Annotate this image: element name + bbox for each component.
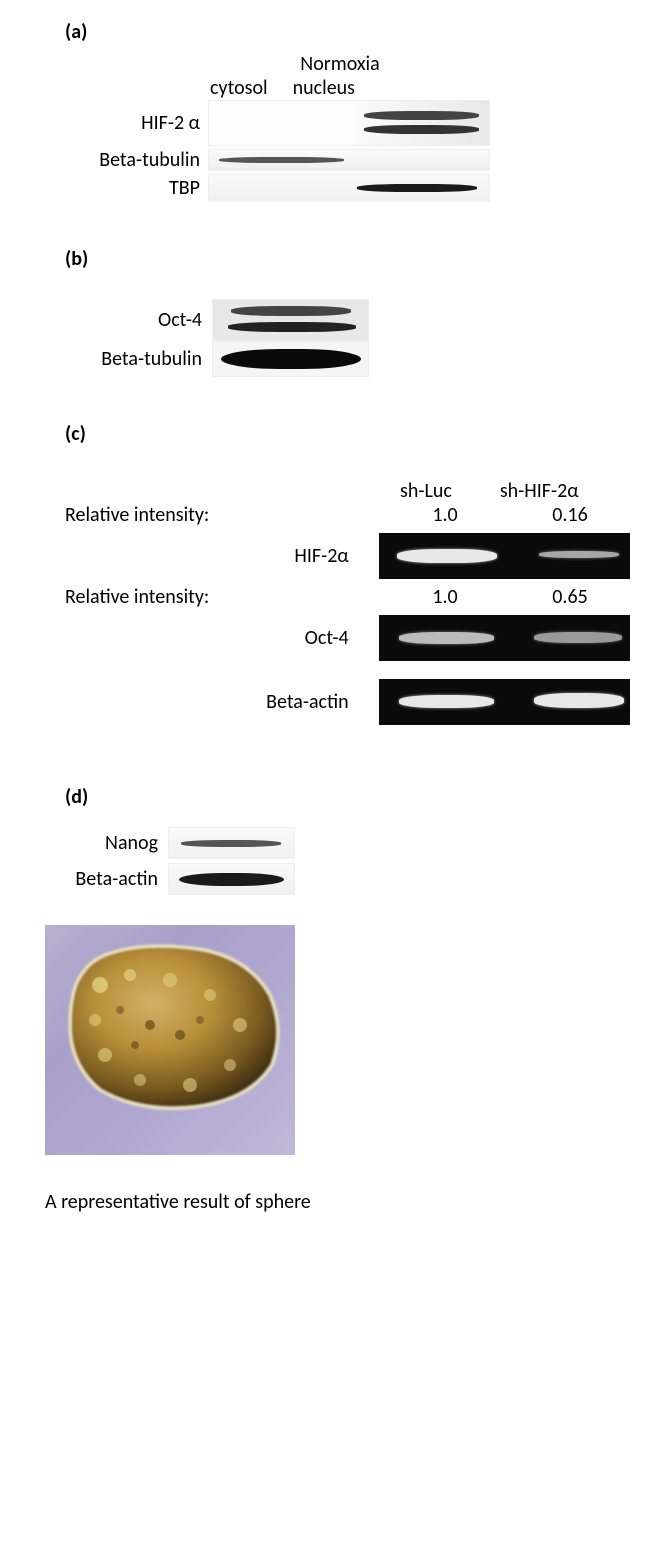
panel-b: (b) Oct-4 Beta-tubulin bbox=[20, 247, 630, 377]
label-tbp: TBP bbox=[20, 176, 208, 200]
blot-beta-tubulin-a bbox=[208, 149, 490, 171]
row-beta-tubulin-b: Beta-tubulin bbox=[20, 341, 630, 377]
gel-hif2a bbox=[379, 533, 630, 579]
row-oct4-b: Oct-4 bbox=[20, 299, 630, 341]
panel-a-lanes: cytosol nucleus bbox=[210, 76, 630, 100]
row-beta-actin-d: Beta-actin bbox=[20, 863, 630, 895]
band-ba-luc bbox=[399, 695, 494, 708]
blot-oct4-b bbox=[212, 299, 369, 341]
lane-cytosol: cytosol bbox=[210, 76, 268, 100]
panel-a-condition: Normoxia bbox=[200, 52, 480, 76]
row-oct4-gel: Oct-4 bbox=[20, 615, 630, 661]
blot-beta-tubulin-b bbox=[212, 341, 369, 377]
oct4-v2: 0.65 bbox=[510, 585, 630, 609]
sphere-caption: A representative result of sphere bbox=[45, 1190, 630, 1214]
blot-nanog bbox=[168, 827, 295, 859]
row-nanog: Nanog bbox=[20, 827, 630, 859]
band-bt-cytosol bbox=[219, 157, 344, 163]
row-hif2a-gel: HIF-2α bbox=[20, 533, 630, 579]
panel-d: (d) Nanog Beta-actin bbox=[20, 785, 630, 1214]
blot-beta-actin-d bbox=[168, 863, 295, 895]
row-beta-actin-gel: Beta-actin bbox=[20, 679, 630, 725]
panel-c: (c) sh-Luc sh-HIF-2α Relative intensity:… bbox=[20, 422, 630, 725]
sphere-micrograph bbox=[45, 925, 295, 1155]
col-sh-hif2a: sh-HIF-2α bbox=[500, 479, 579, 503]
label-hif2a-c: HIF-2α bbox=[20, 544, 379, 568]
panel-a: (a) Normoxia cytosol nucleus HIF-2 α Bet… bbox=[20, 20, 630, 202]
band-ba-d bbox=[179, 873, 284, 886]
band-oct4-lower bbox=[228, 322, 356, 332]
band-tbp-nuc bbox=[357, 184, 477, 192]
label-beta-actin-c: Beta-actin bbox=[20, 690, 379, 714]
panel-c-cols: sh-Luc sh-HIF-2α bbox=[400, 479, 630, 503]
row-hif2a: HIF-2 α bbox=[20, 100, 630, 146]
label-intensity-1: Relative intensity: bbox=[20, 503, 380, 527]
blot-hif2a bbox=[208, 100, 490, 146]
oct4-v1: 1.0 bbox=[380, 585, 510, 609]
row-hif2a-intensity: Relative intensity: 1.0 0.16 bbox=[20, 503, 630, 527]
band-oct4-luc bbox=[399, 632, 494, 644]
row-tbp: TBP bbox=[20, 174, 630, 202]
row-oct4-intensity: Relative intensity: 1.0 0.65 bbox=[20, 585, 630, 609]
band-nanog bbox=[181, 840, 281, 847]
hif2a-v2: 0.16 bbox=[510, 503, 630, 527]
label-beta-tubulin-b: Beta-tubulin bbox=[20, 347, 212, 371]
band-hif2a-luc bbox=[397, 549, 497, 563]
band-oct4-kd bbox=[534, 632, 622, 643]
label-intensity-2: Relative intensity: bbox=[20, 585, 380, 609]
col-sh-luc: sh-Luc bbox=[400, 479, 452, 503]
hif2a-v1: 1.0 bbox=[380, 503, 510, 527]
band-hif2a-nuc-upper bbox=[364, 111, 479, 120]
panel-d-label: (d) bbox=[65, 785, 630, 809]
label-oct4-b: Oct-4 bbox=[20, 308, 212, 332]
band-hif2a-nuc-lower bbox=[364, 125, 479, 134]
lane-nucleus: nucleus bbox=[293, 76, 355, 100]
band-hif2a-kd bbox=[539, 551, 619, 558]
band-bt-b bbox=[221, 349, 361, 369]
label-hif2a: HIF-2 α bbox=[20, 111, 208, 135]
panel-a-label: (a) bbox=[65, 20, 630, 44]
sphere-cluster-svg bbox=[50, 935, 290, 1120]
blot-tbp bbox=[208, 174, 490, 202]
gel-oct4 bbox=[379, 615, 630, 661]
panel-b-label: (b) bbox=[65, 247, 630, 271]
label-oct4-c: Oct-4 bbox=[20, 626, 379, 650]
gel-beta-actin bbox=[379, 679, 630, 725]
band-ba-kd bbox=[534, 693, 624, 708]
label-nanog: Nanog bbox=[20, 831, 168, 855]
panel-c-label: (c) bbox=[65, 422, 630, 446]
label-beta-actin-d: Beta-actin bbox=[20, 867, 168, 891]
band-oct4-upper bbox=[231, 306, 351, 316]
row-beta-tubulin-a: Beta-tubulin bbox=[20, 148, 630, 172]
label-beta-tubulin-a: Beta-tubulin bbox=[20, 148, 208, 172]
